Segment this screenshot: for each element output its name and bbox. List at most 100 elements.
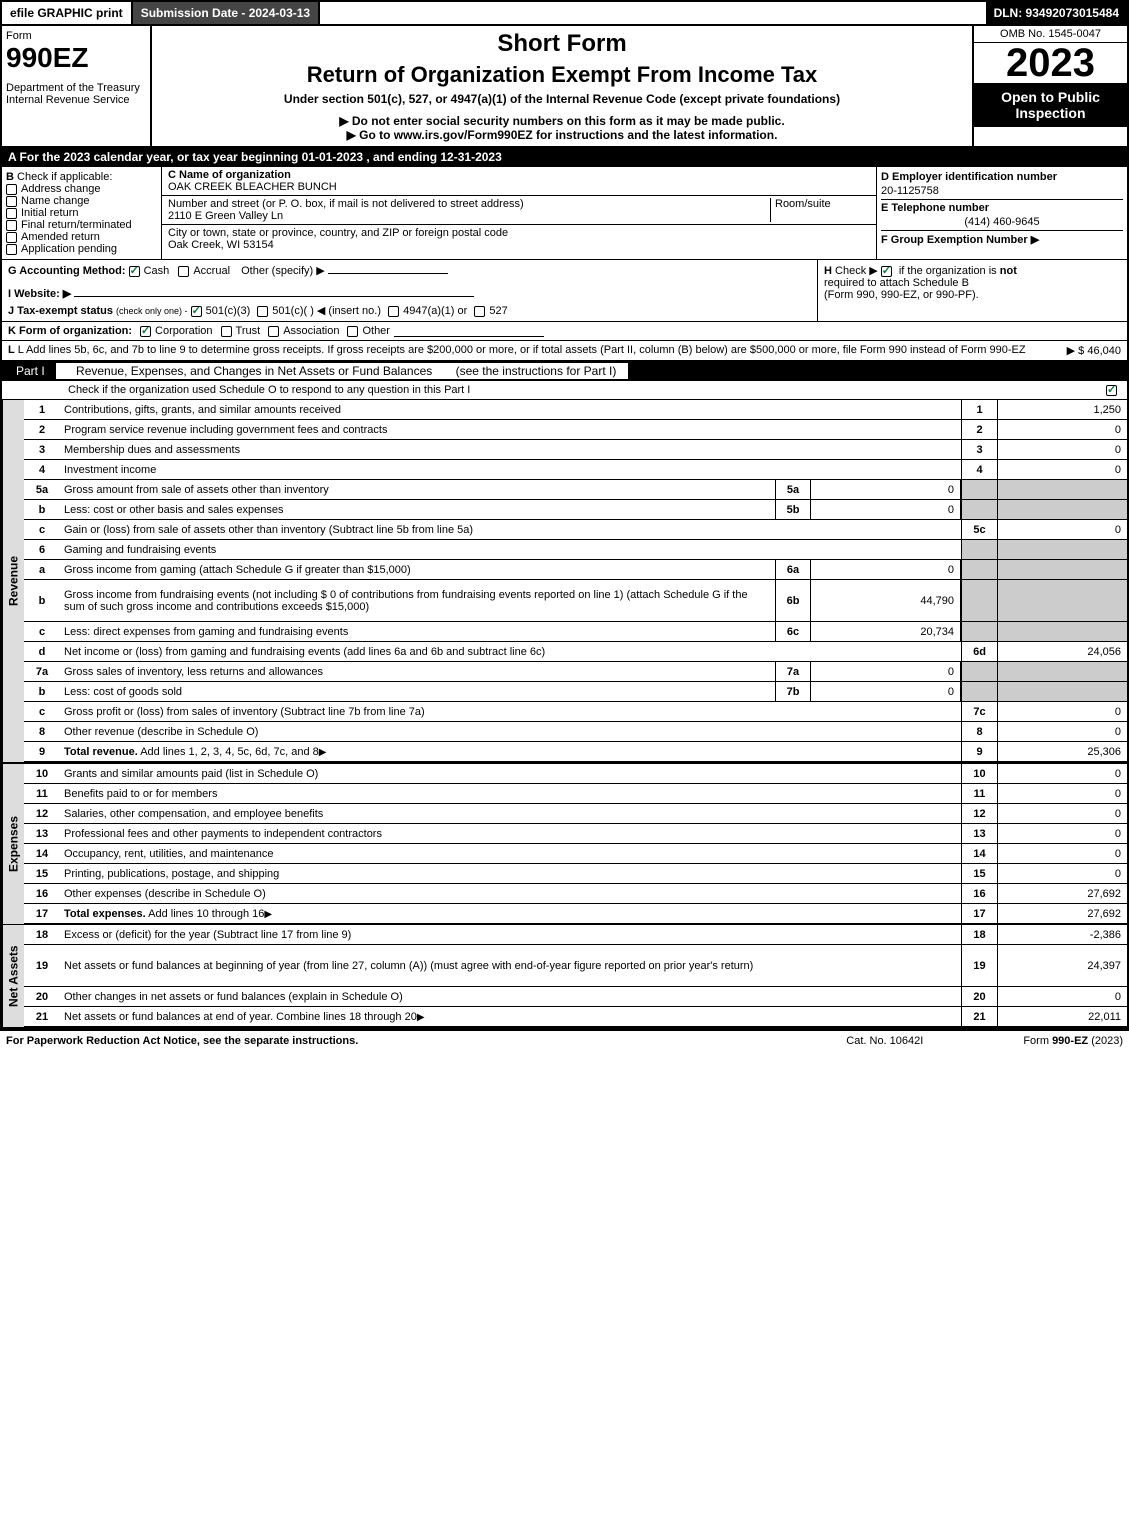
cb-name[interactable]: [6, 196, 17, 207]
line-desc: Contributions, gifts, grants, and simila…: [60, 402, 961, 418]
line-a: aGross income from gaming (attach Schedu…: [24, 560, 1127, 580]
cb-cash[interactable]: [129, 266, 140, 277]
line-subval: 0: [811, 500, 961, 519]
cb-corp[interactable]: [140, 326, 151, 337]
line-12: 12Salaries, other compensation, and empl…: [24, 804, 1127, 824]
cb-schedule-o[interactable]: [1106, 385, 1117, 396]
line-rnum: 5c: [961, 520, 997, 539]
cb-final[interactable]: [6, 220, 17, 231]
line-6: 6Gaming and fundraising events: [24, 540, 1127, 560]
line-desc: Other revenue (describe in Schedule O): [60, 724, 961, 740]
line-17: 17Total expenses. Add lines 10 through 1…: [24, 904, 1127, 924]
cb-h[interactable]: [881, 266, 892, 277]
return-title: Return of Organization Exempt From Incom…: [160, 62, 964, 88]
line-rnum: 9: [961, 742, 997, 761]
footer-right: Form 990-EZ (2023): [1023, 1035, 1123, 1047]
line-rval: 0: [997, 702, 1127, 721]
line-desc: Benefits paid to or for members: [60, 786, 961, 802]
line-rval: 0: [997, 864, 1127, 883]
other-org-label: Other: [362, 325, 390, 337]
line-rval: 0: [997, 987, 1127, 1006]
phone: (414) 460-9645: [881, 216, 1123, 228]
line-desc: Gain or (loss) from sale of assets other…: [60, 522, 961, 538]
line-desc: Less: cost of goods sold: [60, 684, 775, 700]
line-21: 21Net assets or fund balances at end of …: [24, 1007, 1127, 1027]
footer-left: For Paperwork Reduction Act Notice, see …: [6, 1035, 358, 1047]
line-rnum: [961, 540, 997, 559]
header-mid: Short Form Return of Organization Exempt…: [152, 26, 972, 146]
col-d: D Employer identification number 20-1125…: [877, 167, 1127, 259]
revenue-vert-label: Revenue: [2, 400, 24, 762]
line-num: b: [24, 684, 60, 700]
expenses-vert-label: Expenses: [2, 764, 24, 924]
g-col: G Accounting Method: Cash Accrual Other …: [2, 260, 817, 321]
line-subnum: 7a: [775, 662, 811, 681]
line-desc: Membership dues and assessments: [60, 442, 961, 458]
header-right: OMB No. 1545-0047 2023 Open to Public In…: [972, 26, 1127, 146]
cb-assoc[interactable]: [268, 326, 279, 337]
cb-other-org[interactable]: [347, 326, 358, 337]
line-rnum: 4: [961, 460, 997, 479]
irs-label: Internal Revenue Service: [6, 94, 146, 106]
dln: DLN: 93492073015484: [986, 2, 1127, 24]
cb-pending[interactable]: [6, 244, 17, 255]
line-subval: 0: [811, 682, 961, 701]
line-num: 20: [24, 989, 60, 1005]
cb-trust[interactable]: [221, 326, 232, 337]
cb-amended[interactable]: [6, 232, 17, 243]
line-rnum: 20: [961, 987, 997, 1006]
line-rval: 0: [997, 440, 1127, 459]
cb-address-label: Address change: [21, 183, 101, 195]
501c3-label: 501(c)(3): [206, 305, 251, 317]
line-9: 9Total revenue. Add lines 1, 2, 3, 4, 5c…: [24, 742, 1127, 762]
cb-initial[interactable]: [6, 208, 17, 219]
row-k: K Form of organization: Corporation Trus…: [0, 322, 1129, 341]
line-rval: [997, 622, 1127, 641]
527-label: 527: [489, 305, 507, 317]
col-c: C Name of organization OAK CREEK BLEACHE…: [162, 167, 877, 259]
line-desc: Occupancy, rent, utilities, and maintena…: [60, 846, 961, 862]
line-subval: 0: [811, 480, 961, 499]
cb-527[interactable]: [474, 306, 485, 317]
line-15: 15Printing, publications, postage, and s…: [24, 864, 1127, 884]
line-rnum: 11: [961, 784, 997, 803]
org-name: OAK CREEK BLEACHER BUNCH: [168, 181, 870, 193]
line-rnum: [961, 662, 997, 681]
cb-accrual[interactable]: [178, 266, 189, 277]
line-b: bLess: cost or other basis and sales exp…: [24, 500, 1127, 520]
h-text: Check ▶: [835, 265, 878, 277]
line-desc: Total expenses. Add lines 10 through 16▶: [60, 906, 961, 922]
line-num: c: [24, 522, 60, 538]
line-subval: 0: [811, 560, 961, 579]
line-16: 16Other expenses (describe in Schedule O…: [24, 884, 1127, 904]
line-rnum: 6d: [961, 642, 997, 661]
line-2: 2Program service revenue including gover…: [24, 420, 1127, 440]
b-text: Check if applicable:: [17, 171, 112, 183]
line-desc: Less: cost or other basis and sales expe…: [60, 502, 775, 518]
cb-501c[interactable]: [257, 306, 268, 317]
cb-4947[interactable]: [388, 306, 399, 317]
line-rval: 0: [997, 824, 1127, 843]
cb-501c3[interactable]: [191, 306, 202, 317]
line-rval: 0: [997, 722, 1127, 741]
line-rnum: 8: [961, 722, 997, 741]
line-num: 3: [24, 442, 60, 458]
line-b: bLess: cost of goods sold7b0: [24, 682, 1127, 702]
line-4: 4Investment income40: [24, 460, 1127, 480]
line-num: 15: [24, 866, 60, 882]
line-rval: [997, 540, 1127, 559]
line-num: c: [24, 704, 60, 720]
cb-name-label: Name change: [21, 195, 90, 207]
line-num: 1: [24, 402, 60, 418]
line-num: 9: [24, 744, 60, 760]
instr-2: ▶ Go to www.irs.gov/Form990EZ for instru…: [160, 128, 964, 142]
line-desc: Gross profit or (loss) from sales of inv…: [60, 704, 961, 720]
cb-address[interactable]: [6, 184, 17, 195]
efile-label[interactable]: efile GRAPHIC print: [2, 2, 133, 24]
part-i-header: Part I Revenue, Expenses, and Changes in…: [0, 361, 1129, 381]
expenses-section: Expenses 10Grants and similar amounts pa…: [0, 762, 1129, 924]
line-num: 18: [24, 927, 60, 943]
line-num: 16: [24, 886, 60, 902]
line-rnum: 14: [961, 844, 997, 863]
line-num: 8: [24, 724, 60, 740]
